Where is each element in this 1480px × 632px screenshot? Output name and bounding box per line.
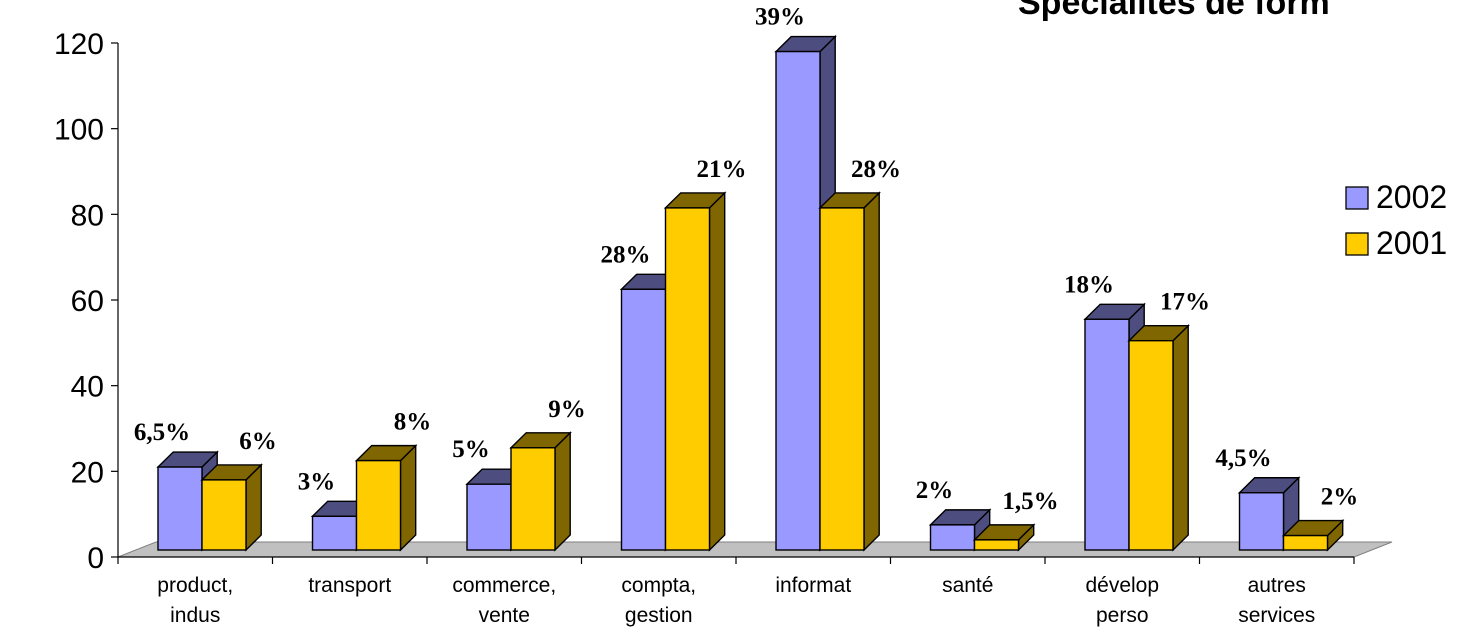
- bar-2001-6: [1127, 324, 1190, 552]
- data-label-2002-1: 3%: [298, 468, 336, 495]
- data-label-2002-4: 39%: [755, 4, 805, 31]
- bar-front: [929, 524, 976, 551]
- x-category-label: indus: [170, 604, 220, 627]
- bar-side: [554, 431, 571, 552]
- data-label-2002-6: 18%: [1064, 271, 1114, 298]
- x-category-label: dévelop: [1085, 574, 1159, 597]
- bar-front: [510, 447, 556, 551]
- floor-plane: [117, 541, 1393, 558]
- chart-floor: [117, 541, 1393, 558]
- bar-2001-7: [1281, 518, 1345, 552]
- bar-front: [355, 459, 402, 551]
- x-category-label: perso: [1096, 604, 1149, 627]
- x-category-label: gestion: [625, 604, 693, 627]
- data-label-2001-4: 28%: [851, 156, 901, 183]
- data-label-2002-0: 6,5%: [134, 419, 190, 446]
- y-tick-label: 20: [71, 456, 104, 489]
- bar-front: [1238, 492, 1285, 551]
- x-category-label: product,: [157, 574, 233, 597]
- x-category-label: santé: [942, 574, 993, 597]
- bar-front: [1084, 318, 1130, 551]
- bars: [156, 34, 1345, 552]
- data-label-2002-7: 4,5%: [1215, 445, 1271, 472]
- y-tick-label: 80: [71, 199, 104, 232]
- data-label-2001-0: 6%: [239, 428, 277, 455]
- x-category-label: compta,: [621, 574, 696, 597]
- bar-2001-1: [354, 443, 418, 552]
- bar-2001-2: [509, 431, 572, 552]
- bar-front: [1282, 534, 1329, 551]
- data-labels: 6,5% 6% 3% 8% 5% 9% 28% 21% 39% 28% 2% 1,5% 18% 17% 4,…: [134, 4, 1358, 515]
- x-category-label: vente: [479, 604, 530, 627]
- bar-front: [1128, 339, 1174, 551]
- x-category-label: autres: [1248, 574, 1306, 597]
- x-category-label: informat: [775, 574, 851, 597]
- y-tick-label: 120: [54, 28, 104, 61]
- data-label-2002-2: 5%: [452, 436, 490, 463]
- x-category-label: transport: [308, 574, 391, 597]
- bar-2001-4: [818, 191, 881, 552]
- data-label-2001-5: 1,5%: [1002, 488, 1058, 515]
- bar-front: [466, 483, 512, 551]
- bar-2002-5: [928, 508, 992, 552]
- bar-front: [973, 539, 1020, 551]
- legend-label-2001: 2001: [1376, 225, 1447, 261]
- bar-front: [201, 479, 247, 551]
- bar-front: [819, 207, 865, 551]
- bar-side: [399, 443, 417, 552]
- y-tick-label: 0: [87, 542, 104, 575]
- bar-front: [664, 207, 711, 551]
- data-label-2001-3: 21%: [697, 156, 747, 183]
- y-tick-label: 100: [54, 114, 104, 147]
- bar-front: [775, 50, 821, 551]
- chart-title: Spécialités de form: [1018, 0, 1330, 22]
- data-label-2001-6: 17%: [1160, 289, 1210, 316]
- data-label-2002-3: 28%: [601, 241, 651, 268]
- bar-front: [620, 288, 667, 551]
- bar-side: [708, 191, 726, 552]
- data-label-2001-1: 8%: [394, 409, 432, 436]
- y-tick-label: 40: [71, 371, 104, 404]
- legend-swatch-2002: [1345, 186, 1369, 210]
- bar-side: [1172, 324, 1189, 552]
- legend-label-2002: 2002: [1376, 179, 1447, 215]
- bar-2001-5: [972, 523, 1036, 552]
- legend-swatch-2001: [1345, 232, 1369, 256]
- legend: 2002 2001: [1345, 179, 1447, 261]
- bar-2001-0: [200, 463, 263, 552]
- data-label-2001-2: 9%: [548, 396, 586, 423]
- bar-2001-3: [663, 191, 727, 552]
- x-category-label: services: [1238, 604, 1315, 627]
- data-label-2002-5: 2%: [916, 477, 954, 504]
- axes: 0 20 40 60 80 100 120 product, indus transport com…: [54, 28, 1355, 627]
- bar-front: [157, 466, 203, 551]
- bar-side: [863, 191, 880, 552]
- data-label-2001-7: 2%: [1321, 484, 1359, 511]
- x-category-label: commerce,: [452, 574, 556, 597]
- y-tick-label: 60: [71, 285, 104, 318]
- bar-front: [311, 515, 358, 551]
